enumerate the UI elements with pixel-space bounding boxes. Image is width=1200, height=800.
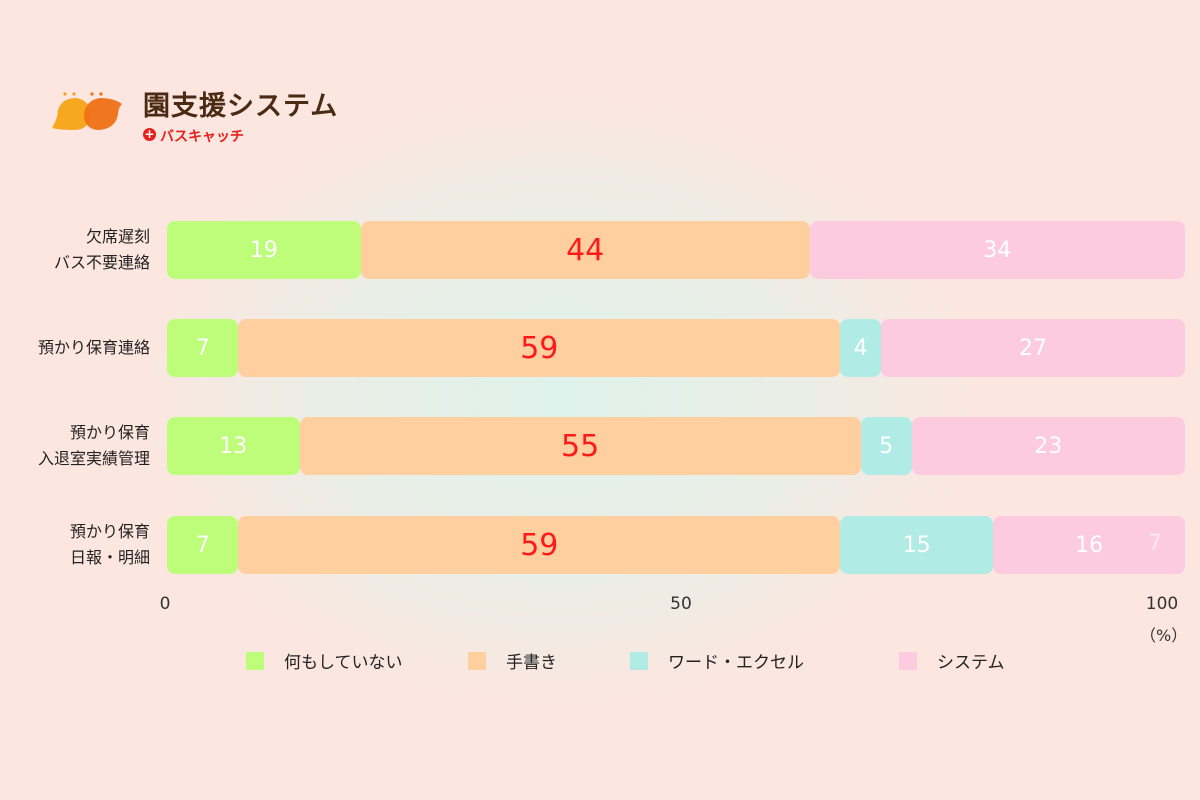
x-tick: 0 [159, 594, 171, 614]
x-tick: 50 [670, 594, 692, 614]
bar-segment: 34 [809, 221, 1185, 279]
legend-item: ワード・エクセル [630, 648, 804, 673]
logo-mark [50, 88, 130, 142]
legend-swatch [468, 651, 486, 670]
row-label: 預かり保育 入退室実績管理 [37, 423, 150, 468]
bar-segment: 44 [360, 221, 810, 279]
row-label: 預かり保育連絡 [37, 338, 150, 357]
bar-segment: 15 [840, 516, 994, 574]
faint-annotation: 7 [1148, 531, 1162, 556]
bar-segment: 4 [840, 319, 881, 377]
bar-segment: 7 [167, 516, 239, 574]
bar-segment: 55 [299, 417, 861, 475]
bar-segment: 5 [860, 417, 912, 475]
bar-segment: 59 [238, 319, 841, 377]
row-label: 欠席遅刻 バス不要連絡 [53, 227, 150, 272]
legend-swatch [246, 651, 264, 670]
legend-item: 手書き [468, 648, 557, 673]
plus-icon: + [143, 127, 156, 141]
logo-title: 園支援システム [143, 91, 339, 122]
bar-segment: 27 [881, 319, 1185, 377]
legend-swatch [899, 651, 917, 670]
row-label: 預かり保育 日報・明細 [69, 522, 150, 567]
legend-item: システム [899, 648, 1005, 673]
x-unit: （%） [1140, 626, 1188, 645]
bar-segment: 7 [167, 319, 239, 377]
legend-item: 何もしていない [246, 648, 403, 673]
logo-subtitle: バスキャッチ [160, 129, 244, 145]
legend-swatch [630, 651, 648, 670]
bar-segment: 19 [167, 221, 361, 279]
bar-segment: 16 [993, 516, 1185, 574]
x-tick: 100 [1145, 594, 1179, 614]
bar-segment: 23 [911, 417, 1185, 475]
bar-segment: 59 [238, 516, 841, 574]
bar-segment: 13 [167, 417, 300, 475]
